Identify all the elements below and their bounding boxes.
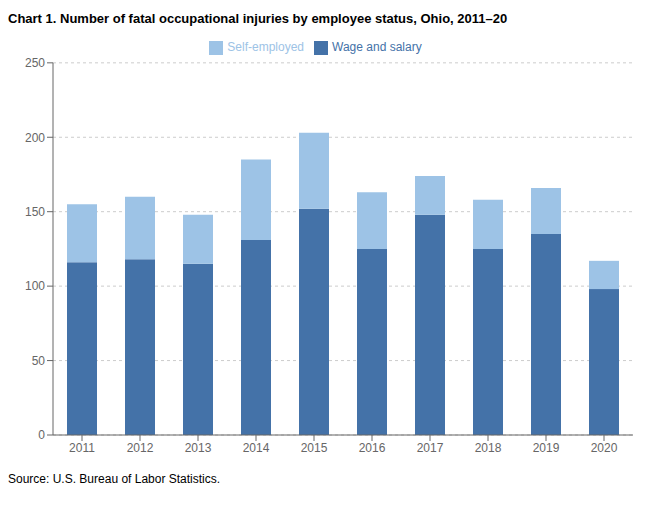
svg-text:2012: 2012 [127,441,154,455]
svg-text:2015: 2015 [301,441,328,455]
svg-text:2011: 2011 [69,441,95,455]
svg-text:2016: 2016 [359,441,386,455]
svg-text:0: 0 [38,428,45,442]
html-text:Source: U.S. Bureau of Labor S: Source: U.S. Bureau of Labor Statistics. [8,472,221,486]
svg-text:2018: 2018 [475,441,502,455]
svg-text:50: 50 [32,354,46,368]
svg-text:2019: 2019 [533,441,560,455]
svg-text:2014: 2014 [243,441,270,455]
html-text:Wage and salary: Wage and salary [332,40,422,54]
svg-text:150: 150 [25,205,45,219]
svg-text:250: 250 [25,56,45,70]
svg-text:100: 100 [25,279,45,293]
html-text:Chart 1. Number of fatal occup: Chart 1. Number of fatal occupational in… [8,11,508,26]
svg-text:200: 200 [25,131,45,145]
svg-text:2017: 2017 [417,441,444,455]
svg-text:2013: 2013 [185,441,212,455]
svg-text:2020: 2020 [591,441,618,455]
html-text:Self-employed: Self-employed [227,40,304,54]
